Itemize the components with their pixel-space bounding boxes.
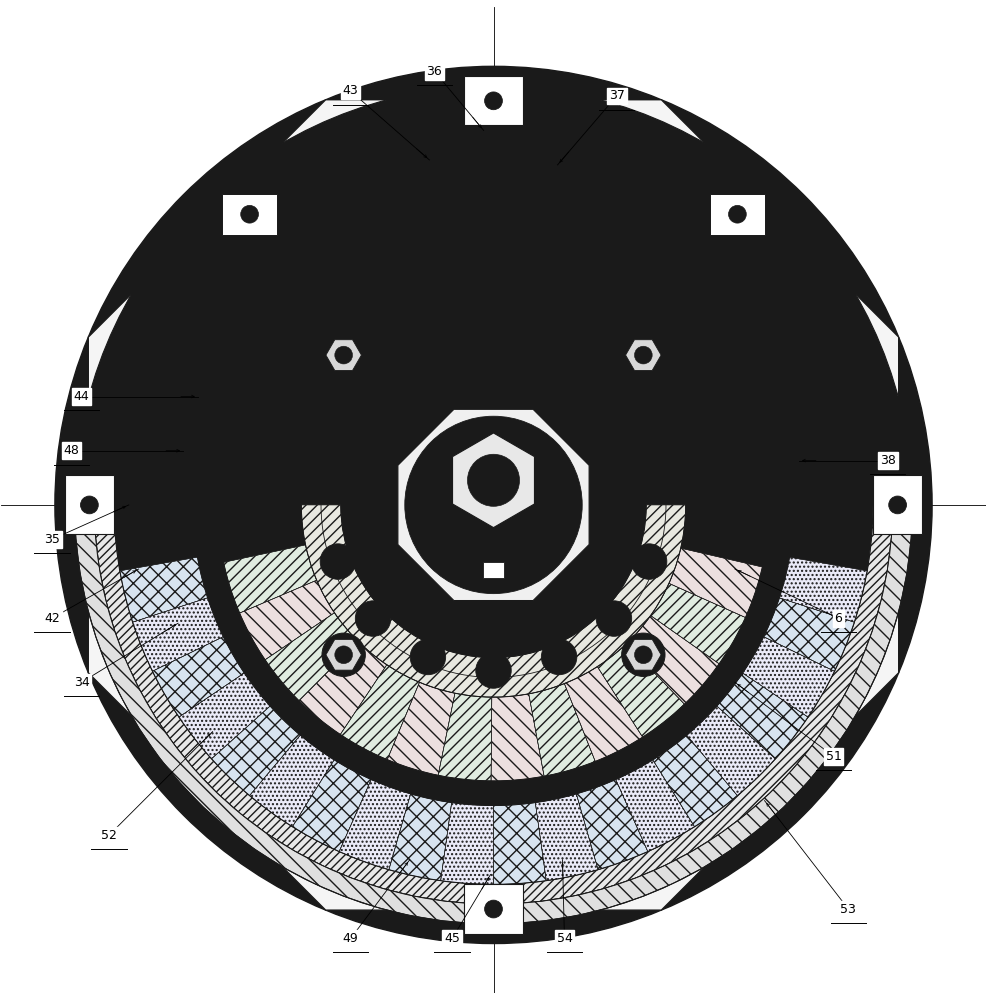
Polygon shape <box>615 760 694 852</box>
Bar <box>872 475 921 534</box>
Circle shape <box>631 544 667 579</box>
Circle shape <box>95 106 891 904</box>
Polygon shape <box>716 673 808 759</box>
Circle shape <box>475 653 511 688</box>
Polygon shape <box>528 684 595 776</box>
Text: 37: 37 <box>608 89 624 102</box>
Polygon shape <box>686 706 775 796</box>
Circle shape <box>321 333 365 377</box>
Polygon shape <box>387 682 455 775</box>
Circle shape <box>241 205 258 223</box>
Polygon shape <box>224 545 317 613</box>
Circle shape <box>488 904 498 914</box>
Circle shape <box>467 454 519 506</box>
Bar <box>65 475 114 534</box>
Polygon shape <box>626 616 719 704</box>
Polygon shape <box>240 580 334 660</box>
Circle shape <box>484 92 502 110</box>
Polygon shape <box>119 557 207 622</box>
Text: 52: 52 <box>102 829 117 842</box>
Circle shape <box>334 346 352 364</box>
Circle shape <box>360 372 626 638</box>
Polygon shape <box>299 641 387 734</box>
Text: 42: 42 <box>44 612 60 625</box>
Polygon shape <box>325 639 361 670</box>
Polygon shape <box>211 706 300 796</box>
Polygon shape <box>301 505 685 697</box>
Text: 48: 48 <box>64 444 80 457</box>
Polygon shape <box>339 780 410 870</box>
Text: 36: 36 <box>426 65 442 78</box>
Text: 38: 38 <box>879 454 894 467</box>
Circle shape <box>75 86 911 924</box>
Circle shape <box>355 601 390 636</box>
Text: 6: 6 <box>834 612 841 625</box>
Text: 49: 49 <box>342 932 358 945</box>
Bar <box>482 562 504 578</box>
Polygon shape <box>88 100 898 910</box>
Polygon shape <box>152 637 244 717</box>
Circle shape <box>728 205 745 223</box>
Bar <box>222 194 276 235</box>
Circle shape <box>321 633 365 676</box>
Polygon shape <box>669 548 761 617</box>
Polygon shape <box>95 505 891 904</box>
Polygon shape <box>491 694 543 781</box>
Circle shape <box>634 346 652 364</box>
Polygon shape <box>763 598 854 671</box>
Polygon shape <box>576 780 647 870</box>
Polygon shape <box>564 667 642 761</box>
Circle shape <box>488 96 498 106</box>
Circle shape <box>404 416 582 594</box>
Polygon shape <box>75 505 911 923</box>
Polygon shape <box>625 639 661 670</box>
Polygon shape <box>292 760 371 852</box>
Text: 45: 45 <box>444 932 459 945</box>
Circle shape <box>634 646 652 664</box>
Circle shape <box>540 639 576 675</box>
Text: 53: 53 <box>839 903 856 916</box>
Polygon shape <box>452 433 534 528</box>
Polygon shape <box>534 794 598 881</box>
Polygon shape <box>440 803 493 884</box>
Circle shape <box>114 125 872 884</box>
Circle shape <box>334 646 352 664</box>
Circle shape <box>81 496 99 514</box>
Circle shape <box>596 601 631 636</box>
Polygon shape <box>340 665 419 760</box>
Text: 44: 44 <box>74 390 90 403</box>
Polygon shape <box>265 613 358 701</box>
Circle shape <box>55 66 931 944</box>
Bar <box>710 194 764 235</box>
Polygon shape <box>650 583 744 664</box>
Bar <box>463 76 523 125</box>
Polygon shape <box>132 598 223 671</box>
Circle shape <box>410 639 446 675</box>
Circle shape <box>891 500 901 510</box>
Polygon shape <box>597 644 683 737</box>
Circle shape <box>621 633 665 676</box>
Polygon shape <box>493 803 546 884</box>
Circle shape <box>319 544 355 579</box>
Polygon shape <box>325 340 361 370</box>
Polygon shape <box>388 794 452 881</box>
Circle shape <box>85 500 95 510</box>
Text: 54: 54 <box>556 932 572 945</box>
Text: 51: 51 <box>824 750 841 763</box>
Circle shape <box>484 900 502 918</box>
Polygon shape <box>397 409 589 601</box>
Polygon shape <box>178 673 270 759</box>
Polygon shape <box>625 340 661 370</box>
Polygon shape <box>438 693 491 781</box>
Polygon shape <box>249 735 334 827</box>
Circle shape <box>887 496 905 514</box>
Text: 35: 35 <box>44 533 60 546</box>
Polygon shape <box>652 735 737 827</box>
Polygon shape <box>779 557 867 622</box>
Text: 34: 34 <box>74 676 90 689</box>
Bar <box>463 884 523 934</box>
Text: 43: 43 <box>342 84 358 97</box>
Circle shape <box>621 333 665 377</box>
Polygon shape <box>742 637 834 717</box>
